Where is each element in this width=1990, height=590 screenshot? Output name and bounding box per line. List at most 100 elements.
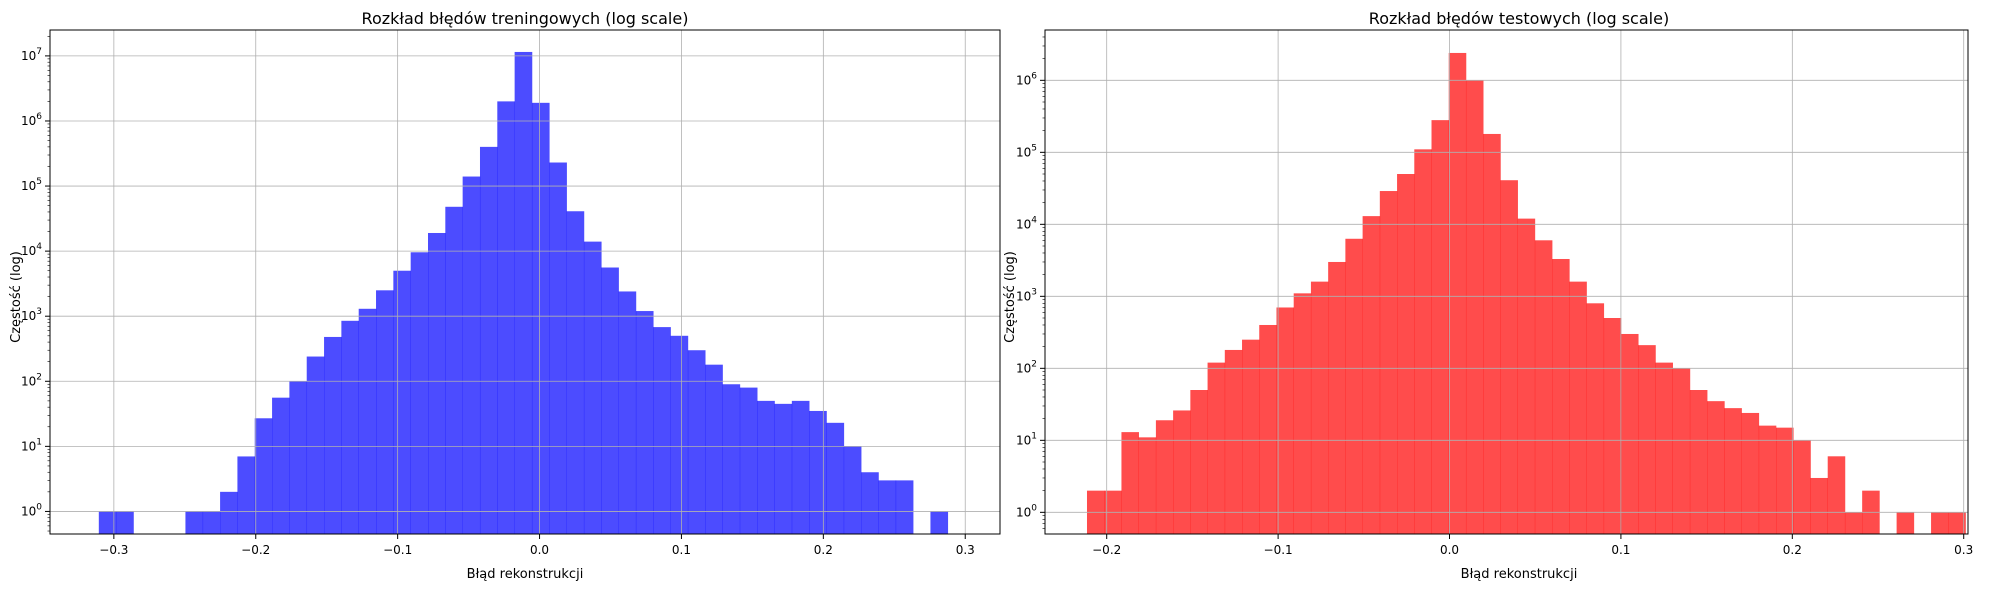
histogram-bar (1655, 362, 1673, 534)
histogram-bar (1293, 293, 1312, 534)
histogram-bar (1362, 216, 1381, 534)
y-tick-label: 101 (21, 437, 42, 453)
histogram-bar (358, 308, 377, 534)
histogram-bar (809, 410, 827, 534)
histogram-bar (1931, 512, 1949, 534)
histogram-bar (1259, 324, 1277, 534)
y-axis-label-training: Częstość (log) (9, 251, 24, 343)
histogram-bar (670, 335, 689, 534)
histogram-bar (1534, 240, 1553, 535)
histogram-bar (220, 491, 238, 534)
histogram-bar (861, 472, 879, 534)
histogram-bar (462, 176, 481, 535)
x-tick-label: 0.0 (530, 543, 549, 557)
histogram-bar (653, 327, 671, 534)
histogram-bar (1121, 432, 1139, 534)
x-tick-label: −0.3 (99, 543, 128, 557)
axes-frame (1044, 29, 1969, 535)
y-tick-label: 105 (21, 177, 42, 193)
y-tick-label: 104 (1016, 215, 1037, 231)
histogram-bar (1741, 412, 1760, 534)
training-error-histogram: Rozkład błędów treningowych (log scale) … (9, 9, 1001, 582)
y-tick-label: 105 (1016, 143, 1037, 159)
histogram-bar (1569, 281, 1587, 534)
histogram-bar (1552, 258, 1570, 534)
histogram-bar (687, 350, 706, 534)
x-tick-label: 0.3 (956, 543, 975, 557)
histogram-bar (445, 206, 463, 535)
y-tick-label: 101 (1016, 431, 1037, 447)
histogram-bar (826, 422, 845, 534)
histogram-bar (1155, 420, 1174, 534)
x-tick-label: −0.2 (1092, 543, 1121, 557)
histogram-bar (289, 381, 308, 534)
x-tick-label: −0.1 (1264, 543, 1293, 557)
histogram-bar (1397, 174, 1415, 534)
histogram-bar (1448, 52, 1467, 534)
histogram-bar (1844, 512, 1863, 534)
histogram-bar (341, 320, 359, 534)
histogram-bar (1483, 133, 1501, 534)
histogram-bar (376, 290, 394, 534)
histogram-bar (98, 511, 117, 534)
histogram-bar (1328, 261, 1346, 534)
histogram-bar (1138, 437, 1157, 534)
histogram-bar (1724, 408, 1742, 534)
histogram-bar (1276, 307, 1295, 534)
histogram-bar (1793, 440, 1811, 534)
histogram-bar (1827, 456, 1846, 534)
histogram-bar (1431, 120, 1450, 534)
histogram-bar (722, 384, 741, 534)
histogram-bar (1310, 281, 1329, 534)
chart-title-training: Rozkład błędów treningowych (log scale) (362, 9, 689, 28)
histogram-bar (1224, 349, 1243, 534)
histogram-bar (930, 511, 949, 534)
histogram-bar (1758, 425, 1777, 534)
x-tick-label: 0.2 (1783, 543, 1802, 557)
histogram-bar (1414, 149, 1432, 534)
histogram-bar (428, 232, 446, 535)
y-tick-label: 107 (21, 47, 42, 63)
axes-frame (49, 29, 1001, 535)
histogram-bar (185, 511, 204, 534)
histogram-bar (1638, 345, 1656, 534)
y-tick-label: 106 (21, 112, 42, 128)
histogram-bar (1379, 191, 1398, 534)
histogram-bar (843, 446, 862, 534)
histogram-bar (254, 418, 273, 534)
histogram-bar (566, 211, 585, 534)
x-tick-label: 0.0 (1440, 543, 1459, 557)
histogram-bar (1173, 410, 1191, 534)
y-axis-label-test: Częstość (log) (1003, 251, 1018, 343)
y-tick-label: 102 (21, 372, 42, 388)
histogram-bar (1242, 339, 1260, 534)
histogram-bar (549, 162, 567, 534)
histogram-bar (306, 356, 325, 534)
y-tick-label: 104 (21, 242, 42, 258)
histogram-bar (1621, 333, 1639, 534)
y-tick-label: 106 (1016, 71, 1037, 87)
bars (1086, 52, 1966, 535)
y-tick-label: 103 (1016, 287, 1037, 303)
histogram-bar (497, 101, 515, 534)
x-tick-label: 0.1 (1611, 543, 1630, 557)
chart-title-test: Rozkład błędów testowych (log scale) (1369, 9, 1669, 28)
histogram-bar (1207, 362, 1226, 534)
histogram-bar (1465, 80, 1484, 534)
histogram-bar (1345, 238, 1363, 534)
histogram-bar (1689, 390, 1708, 534)
bars (98, 51, 949, 535)
y-tick-label: 100 (1016, 503, 1037, 519)
histogram-bar (774, 403, 793, 534)
histogram-bar (739, 387, 758, 534)
histogram-bar (324, 336, 342, 534)
histogram-bar (479, 146, 498, 534)
histogram-bar (116, 511, 134, 534)
histogram-bar (1896, 512, 1915, 534)
grid (50, 30, 1000, 534)
histogram-bar (1672, 368, 1691, 534)
histogram-bar (1190, 390, 1208, 534)
y-tick-label: 103 (21, 307, 42, 323)
grid (1045, 30, 1968, 534)
